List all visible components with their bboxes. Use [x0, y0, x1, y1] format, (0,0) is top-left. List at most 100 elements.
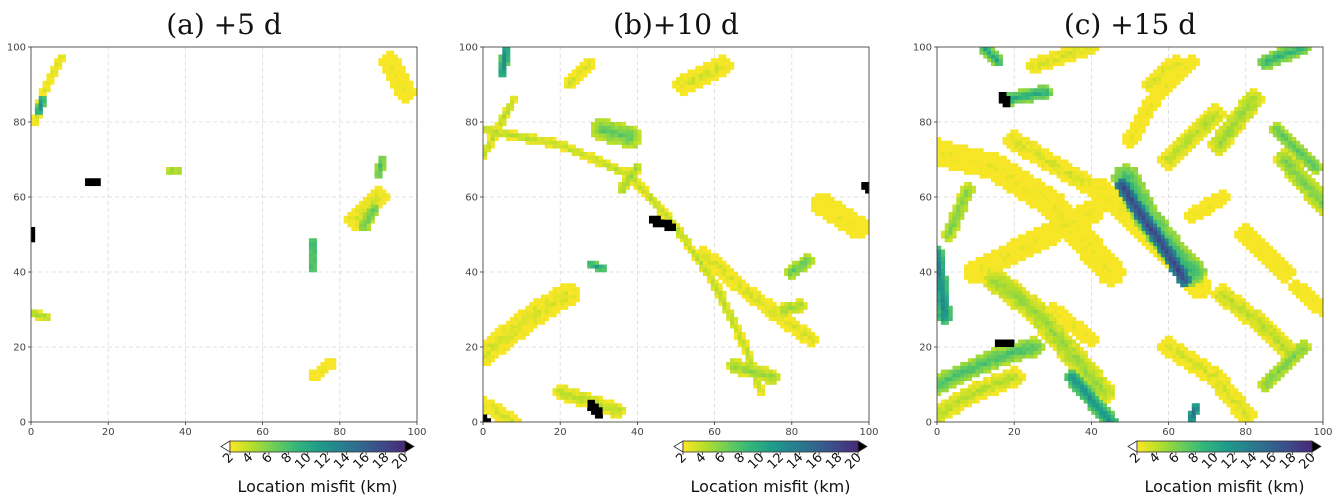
heatmap-cell — [1292, 362, 1297, 367]
heatmap-cell — [1087, 403, 1092, 408]
heatmap-cell — [1056, 223, 1061, 228]
heatmap-cell — [1261, 335, 1266, 340]
heatmap-cell — [757, 373, 762, 378]
heatmap-cell — [1014, 279, 1019, 284]
heatmap-cell — [1203, 212, 1208, 217]
heatmap-cell — [1083, 215, 1088, 220]
heatmap-cell — [726, 309, 731, 314]
heatmap-cell — [548, 298, 553, 303]
heatmap-cell — [1137, 212, 1142, 217]
heatmap-cell — [567, 77, 573, 82]
heatmap-cell — [1099, 212, 1104, 217]
heatmap-cell — [1106, 182, 1111, 187]
heatmap-cell — [764, 309, 769, 314]
heatmap-cell — [1203, 365, 1208, 370]
heatmap-cell — [1068, 377, 1073, 382]
heatmap-cell — [1099, 257, 1104, 262]
heatmap-cell — [529, 324, 534, 329]
heatmap-cell — [1230, 114, 1235, 119]
heatmap-cell — [1083, 377, 1088, 382]
heatmap-cell — [490, 343, 495, 348]
heatmap-cell — [1122, 189, 1127, 194]
heatmap-cell — [1238, 418, 1243, 423]
heatmap-cell — [1241, 395, 1247, 400]
heatmap-cell — [1075, 350, 1081, 355]
heatmap-cell — [614, 163, 619, 168]
heatmap-cell — [1249, 110, 1254, 115]
heatmap-cell — [983, 365, 988, 370]
heatmap-cell — [857, 227, 862, 232]
heatmap-cell — [944, 287, 949, 292]
heatmap-cell — [937, 148, 942, 153]
heatmap-cell — [1091, 257, 1096, 262]
heatmap-cell — [757, 305, 762, 310]
plot-area — [31, 47, 417, 422]
heatmap-cell — [393, 69, 398, 74]
heatmap-cell — [1014, 144, 1019, 149]
heatmap-cell — [979, 388, 984, 393]
heatmap-cell — [386, 73, 391, 78]
heatmap-cell — [1249, 320, 1254, 325]
heatmap-cell — [1241, 302, 1247, 307]
heatmap-cell — [1060, 193, 1065, 198]
heatmap-cell — [633, 129, 638, 134]
heatmap-cell — [1126, 215, 1131, 220]
heatmap-cell — [1095, 388, 1100, 393]
heatmap-cell — [979, 50, 984, 55]
heatmap-cell — [1056, 317, 1061, 322]
heatmap-cell — [1072, 384, 1077, 389]
heatmap-cell — [1079, 189, 1084, 194]
heatmap-cell — [967, 384, 973, 389]
heatmap-cell — [1021, 234, 1027, 239]
heatmap-cell — [937, 155, 942, 160]
heatmap-cell — [1261, 249, 1266, 254]
heatmap-cell — [637, 163, 642, 168]
heatmap-cell — [983, 275, 988, 280]
heatmap-cell — [1203, 125, 1208, 130]
heatmap-cell — [1068, 208, 1073, 213]
heatmap-cell — [1068, 335, 1073, 340]
heatmap-cell — [1037, 298, 1042, 303]
heatmap-cell — [1033, 234, 1038, 239]
heatmap-cell — [1222, 395, 1227, 400]
heatmap-cell — [587, 65, 592, 70]
heatmap-cell — [1079, 208, 1084, 213]
heatmap-cell — [857, 219, 862, 224]
heatmap-cell — [964, 182, 969, 187]
heatmap-cell — [849, 223, 854, 228]
heatmap-cell — [1083, 212, 1088, 217]
heatmap-cell — [753, 298, 758, 303]
heatmap-cell — [1091, 264, 1096, 269]
heatmap-cell — [660, 219, 665, 224]
heatmap-cell — [510, 103, 515, 108]
heatmap-cell — [664, 215, 669, 220]
heatmap-cell — [1002, 294, 1007, 299]
heatmap-cell — [1230, 399, 1235, 404]
heatmap-cell — [1087, 369, 1092, 374]
heatmap-cell — [409, 80, 414, 85]
heatmap-cell — [1079, 204, 1084, 209]
heatmap-cell — [556, 309, 561, 314]
heatmap-cell — [548, 140, 553, 145]
heatmap-cell — [312, 253, 317, 258]
heatmap-cell — [1234, 309, 1239, 314]
heatmap-cell — [1075, 324, 1081, 329]
heatmap-cell — [1079, 320, 1084, 325]
heatmap-cell — [1006, 354, 1011, 359]
heatmap-cell — [1072, 219, 1077, 224]
heatmap-cell — [1102, 395, 1108, 400]
heatmap-cell — [498, 350, 503, 355]
heatmap-cell — [994, 279, 1000, 284]
heatmap-cell — [1141, 200, 1146, 205]
heatmap-cell — [1214, 377, 1220, 382]
heatmap-cell — [1137, 107, 1142, 112]
heatmap-cell — [1072, 332, 1077, 337]
heatmap-cell — [1184, 257, 1189, 262]
heatmap-cell — [960, 395, 965, 400]
heatmap-cell — [1238, 114, 1243, 119]
heatmap-cell — [937, 290, 942, 295]
heatmap-cell — [1091, 369, 1096, 374]
heatmap-cell — [652, 219, 657, 224]
heatmap-cell — [1095, 380, 1100, 385]
